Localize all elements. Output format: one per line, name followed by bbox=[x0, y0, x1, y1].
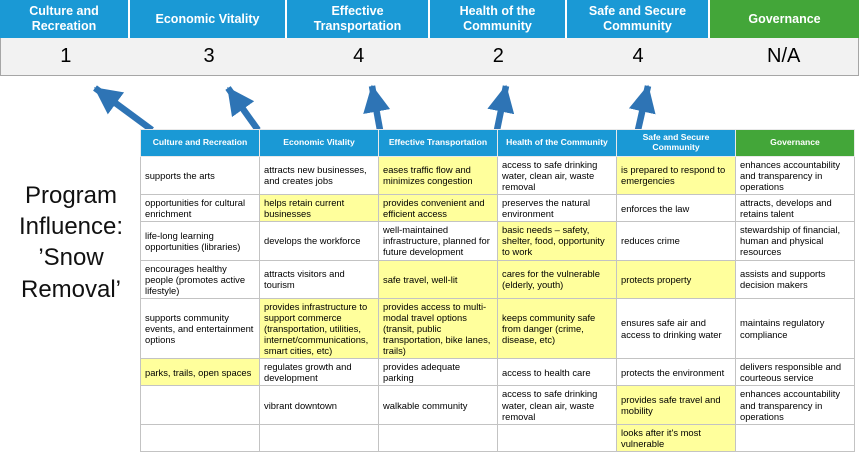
matrix-cell: encourages healthy people (promotes acti… bbox=[140, 259, 260, 299]
matrix-cell: protects the environment bbox=[616, 358, 736, 387]
matrix-cell: provides access to multi-modal travel op… bbox=[378, 297, 498, 360]
matrix-row: parks, trails, open spaces regulates grow… bbox=[140, 358, 855, 387]
matrix-row: opportunities for cultural enrichment hel… bbox=[140, 194, 855, 223]
matrix-cell: preserves the natural environment bbox=[497, 194, 617, 223]
matrix-cell: enhances accountability and transparency… bbox=[735, 155, 855, 196]
pillar-score: 4 bbox=[353, 45, 365, 67]
matrix-cell: provides convenient and efficient access bbox=[378, 194, 498, 223]
summary-score-row: 1 3 4 2 4 N/A bbox=[0, 38, 859, 76]
matrix-cell: safe travel, well-lit bbox=[378, 259, 498, 299]
matrix-cell: access to safe drinking water, clean air… bbox=[497, 385, 617, 425]
matrix-cell: attracts, develops and retains talent bbox=[735, 194, 855, 223]
matrix-cell: parks, trails, open spaces bbox=[140, 358, 260, 387]
matrix-cell: ensures safe air and access to drinking … bbox=[616, 297, 736, 360]
influence-arrows bbox=[93, 84, 656, 132]
matrix-cell: well-maintained infrastructure, planned … bbox=[378, 221, 498, 261]
matrix-cell bbox=[259, 423, 379, 452]
pillar-score: 4 bbox=[632, 45, 644, 67]
matrix-cell: basic needs – safety, shelter, food, opp… bbox=[497, 221, 617, 261]
up-arrow-health bbox=[487, 84, 515, 131]
matrix-cell: helps retain current businesses bbox=[259, 194, 379, 223]
matrix-cell: maintains regulatory compliance bbox=[735, 297, 855, 360]
up-arrow-culture bbox=[93, 85, 154, 132]
matrix-cell bbox=[735, 423, 855, 452]
matrix-header-cell: Safe and Secure Community bbox=[616, 129, 736, 157]
matrix-row: vibrant downtown walkable community access… bbox=[140, 385, 855, 425]
matrix-cell: delivers responsible and courteous servi… bbox=[735, 358, 855, 387]
matrix-cell: enforces the law bbox=[616, 194, 736, 223]
matrix-cell bbox=[140, 385, 260, 425]
matrix-cell bbox=[378, 423, 498, 452]
matrix-cell: eases traffic flow and minimizes congest… bbox=[378, 155, 498, 196]
pillar-header: Health of the Community bbox=[430, 0, 567, 38]
matrix-cell: life-long learning opportunities (librar… bbox=[140, 221, 260, 261]
up-arrow-economic bbox=[225, 86, 261, 132]
matrix-cell: access to safe drinking water, clean air… bbox=[497, 155, 617, 196]
matrix-header-cell: Economic Vitality bbox=[259, 129, 379, 157]
pillar-score: N/A bbox=[767, 45, 801, 67]
program-title: Program Influence: ’Snow Removal’ bbox=[18, 182, 124, 303]
pillar-score: 1 bbox=[60, 45, 72, 67]
up-arrow-safe bbox=[628, 84, 656, 131]
pillar-header: Culture and Recreation bbox=[0, 0, 130, 38]
summary-banner: Culture and Recreation Economic Vitality E… bbox=[0, 0, 859, 76]
pillar-score: 3 bbox=[203, 45, 215, 67]
pillar-header: Effective Transportation bbox=[287, 0, 430, 38]
matrix-header-row: Culture and Recreation Economic Vitality E… bbox=[140, 129, 855, 157]
matrix-row: supports community events, and entertain… bbox=[140, 297, 855, 360]
matrix-row: supports the arts attracts new businesses… bbox=[140, 155, 855, 196]
matrix-cell: walkable community bbox=[378, 385, 498, 425]
matrix-cell: enhances accountability and transparency… bbox=[735, 385, 855, 425]
pillar-header: Governance bbox=[710, 0, 859, 38]
matrix-cell: vibrant downtown bbox=[259, 385, 379, 425]
matrix-cell: supports community events, and entertain… bbox=[140, 297, 260, 360]
matrix-cell: cares for the vulnerable (elderly, youth… bbox=[497, 259, 617, 299]
matrix-cell bbox=[497, 423, 617, 452]
matrix-row: encourages healthy people (promotes acti… bbox=[140, 259, 855, 299]
matrix-row: life-long learning opportunities (librar… bbox=[140, 221, 855, 261]
matrix-cell: opportunities for cultural enrichment bbox=[140, 194, 260, 223]
matrix-cell: assists and supports decision makers bbox=[735, 259, 855, 299]
up-arrow-transportation bbox=[363, 84, 391, 131]
summary-header-row: Culture and Recreation Economic Vitality E… bbox=[0, 0, 859, 38]
matrix-cell: provides infrastructure to support comme… bbox=[259, 297, 379, 360]
matrix-cell: access to health care bbox=[497, 358, 617, 387]
matrix-cell: provides adequate parking bbox=[378, 358, 498, 387]
matrix-cell: reduces crime bbox=[616, 221, 736, 261]
matrix-cell bbox=[140, 423, 260, 452]
matrix-cell: provides safe travel and mobility bbox=[616, 385, 736, 425]
matrix-cell: keeps community safe from danger (crime,… bbox=[497, 297, 617, 360]
matrix-cell: supports the arts bbox=[140, 155, 260, 196]
matrix-row: looks after it's most vulnerable bbox=[140, 423, 855, 452]
matrix-cell: attracts visitors and tourism bbox=[259, 259, 379, 299]
matrix-body: supports the arts attracts new businesses… bbox=[140, 155, 855, 452]
matrix-cell: develops the workforce bbox=[259, 221, 379, 261]
pillar-header: Economic Vitality bbox=[130, 0, 287, 38]
matrix-cell: is prepared to respond to emergencies bbox=[616, 155, 736, 196]
matrix-header-cell: Culture and Recreation bbox=[140, 129, 260, 157]
matrix-header-cell: Effective Transportation bbox=[378, 129, 498, 157]
pillar-score: 2 bbox=[492, 45, 504, 67]
matrix-header-cell: Health of the Community bbox=[497, 129, 617, 157]
matrix-cell: stewardship of financial, human and phys… bbox=[735, 221, 855, 261]
matrix-cell: attracts new businesses, and creates job… bbox=[259, 155, 379, 196]
matrix-header-cell: Governance bbox=[735, 129, 855, 157]
matrix-cell: regulates growth and development bbox=[259, 358, 379, 387]
matrix-cell: protects property bbox=[616, 259, 736, 299]
influence-matrix: Culture and Recreation Economic Vitality E… bbox=[140, 129, 855, 452]
pillar-header: Safe and Secure Community bbox=[567, 0, 710, 38]
matrix-cell: looks after it's most vulnerable bbox=[616, 423, 736, 452]
